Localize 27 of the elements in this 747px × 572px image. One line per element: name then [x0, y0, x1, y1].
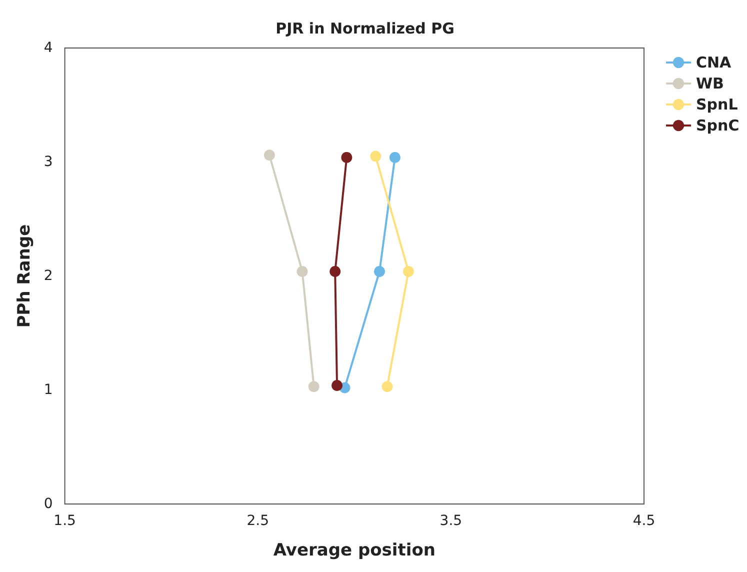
x-axis-title: Average position: [273, 540, 436, 560]
legend-label: CNA: [696, 54, 732, 72]
point: [389, 152, 400, 163]
point: [296, 266, 308, 277]
point: [264, 150, 275, 161]
legend-label: WB: [696, 74, 724, 92]
y-tick-label: 4: [44, 40, 53, 56]
x-tick-label: 1.5: [54, 513, 76, 529]
point: [382, 381, 393, 392]
point: [370, 150, 382, 162]
x-tick-label: 3.5: [440, 513, 462, 529]
x-tick-label: 2.5: [246, 513, 270, 529]
legend-label: SpnL: [696, 96, 738, 114]
legend-label: SpnC: [696, 116, 740, 134]
point: [402, 266, 414, 277]
chart-title: PJR in Normalized PG: [276, 20, 454, 38]
point: [330, 266, 341, 277]
point: [374, 266, 385, 277]
y-tick-label: 0: [44, 496, 53, 512]
y-tick-label: 2: [44, 268, 53, 284]
y-axis-title: PPh Range: [14, 224, 34, 328]
point: [308, 381, 320, 392]
y-tick-label: 1: [44, 382, 53, 398]
point: [332, 380, 343, 391]
y-tick-label: 3: [44, 154, 53, 170]
point: [341, 152, 352, 163]
x-tick-label: 4.5: [632, 513, 656, 529]
